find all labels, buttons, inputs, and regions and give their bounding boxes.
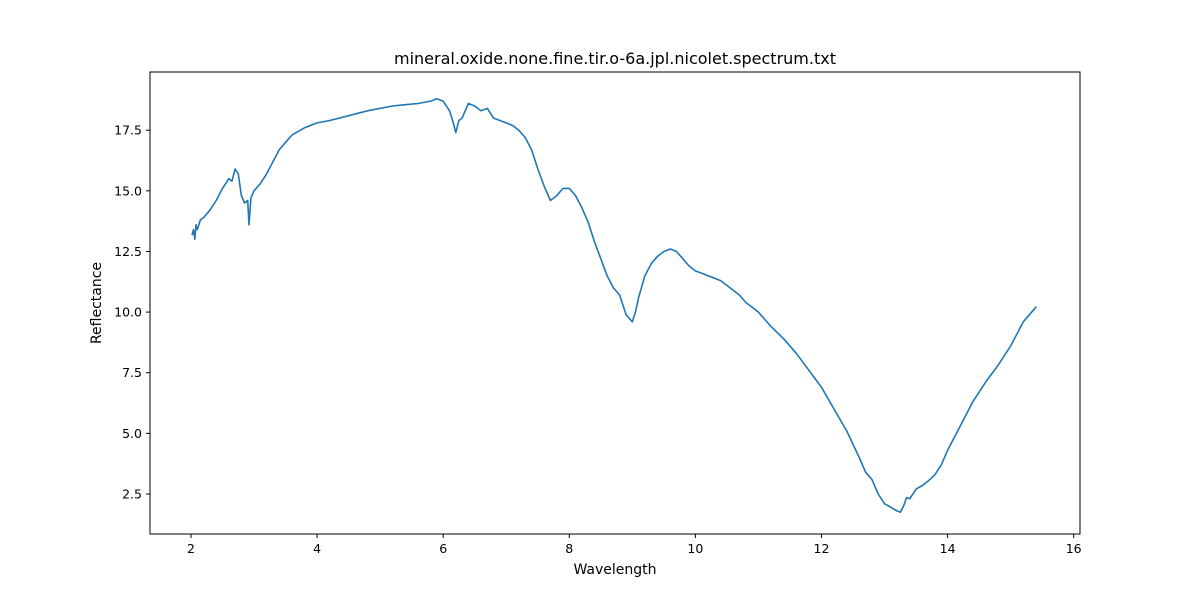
spectrum-line [191,97,1037,514]
y-tick-label: 5.0 [122,426,142,441]
x-tick-label: 16 [1066,541,1082,556]
chart-title: mineral.oxide.none.fine.tir.o-6a.jpl.nic… [394,49,836,68]
plot-frame [149,71,1081,535]
y-axis: 2.5 5.0 7.5 10.0 12.5 15.0 17.5 [114,123,150,501]
plot-area [149,71,1081,535]
plot-background [150,72,1080,534]
x-tick-label: 14 [940,541,956,556]
y-tick-label: 15.0 [114,183,142,198]
y-tick-label: 12.5 [114,244,142,259]
y-axis-label: Reflectance [89,262,105,344]
x-tick-label: 2 [187,541,195,556]
x-axis-label: Wavelength [573,562,656,578]
y-tick-label: 2.5 [122,486,142,501]
y-tick-label: 17.5 [114,123,142,138]
x-tick-label: 8 [565,541,573,556]
x-tick-label: 12 [814,541,830,556]
y-tick-label: 10.0 [114,305,142,320]
y-tick-label: 7.5 [122,365,142,380]
x-axis: 2 4 6 8 10 12 14 16 [187,534,1082,556]
x-tick-label: 6 [439,541,447,556]
x-tick-label: 4 [313,541,321,556]
x-tick-label: 10 [687,541,703,556]
